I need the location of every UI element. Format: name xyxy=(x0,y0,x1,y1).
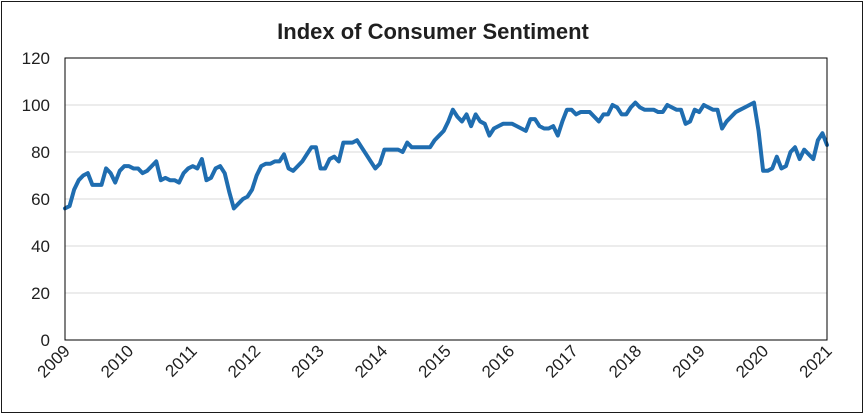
plot-area xyxy=(64,57,828,341)
x-tick-label: 2016 xyxy=(478,341,518,381)
y-axis-ticks: 0 20 40 60 80 100 120 xyxy=(22,49,50,350)
series-line xyxy=(63,100,829,211)
x-tick-label: 2021 xyxy=(796,341,836,381)
x-tick-label: 2020 xyxy=(732,341,772,381)
series-layer xyxy=(63,100,829,211)
chart-title: Index of Consumer Sentiment xyxy=(277,19,589,44)
x-tick-label: 2017 xyxy=(542,341,582,381)
gridlines xyxy=(65,104,827,294)
x-tick-label: 2015 xyxy=(415,341,455,381)
y-tick-label: 0 xyxy=(41,331,50,350)
x-tick-label: 2019 xyxy=(669,341,709,381)
y-tick-label: 80 xyxy=(31,143,50,162)
x-axis-ticks: 2009 2010 2011 2012 2013 2014 2015 2016 2017 2018… xyxy=(34,341,836,381)
x-tick-label: 2011 xyxy=(162,341,201,380)
x-tick-label: 2018 xyxy=(605,341,645,381)
x-tick-label: 2014 xyxy=(351,341,391,381)
x-tick-label: 2012 xyxy=(224,341,264,381)
y-tick-label: 40 xyxy=(31,237,50,256)
y-tick-label: 20 xyxy=(31,284,50,303)
y-tick-label: 60 xyxy=(31,190,50,209)
x-tick-label: 2013 xyxy=(288,341,328,381)
y-tick-label: 120 xyxy=(22,49,50,68)
y-tick-label: 100 xyxy=(22,96,50,115)
x-tick-label: 2010 xyxy=(97,341,137,381)
